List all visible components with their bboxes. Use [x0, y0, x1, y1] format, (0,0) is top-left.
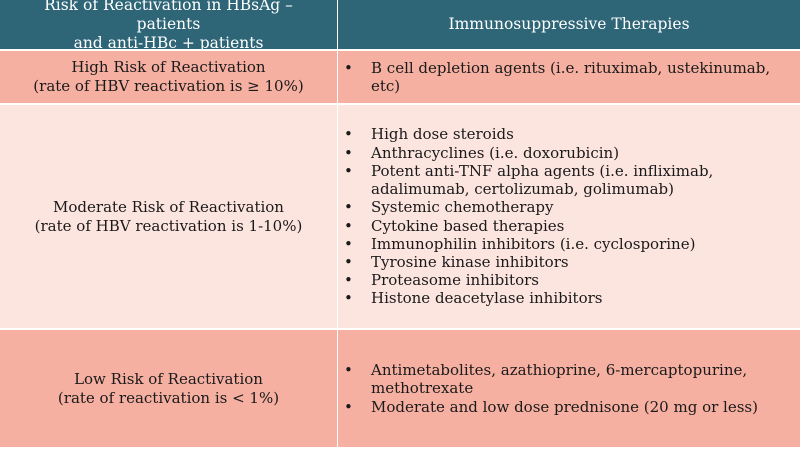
bullet-icon: •	[344, 271, 353, 290]
risk-moderate-title: Moderate Risk of Reactivation	[53, 197, 284, 216]
risk-high-rate: (rate of HBV reactivation is ≥ 10%)	[33, 77, 304, 95]
therapies-low: • Antimetabolites, azathioprine, 6-mercap…	[338, 330, 800, 449]
header-therapies: Immunosuppressive Therapies	[338, 0, 800, 51]
therapy-text: Immunophilin inhibitors (i.e. cyclospori…	[371, 234, 696, 253]
risk-low-title: Low Risk of Reactivation	[74, 369, 263, 388]
header-risk: Risk of Reactivation in HBsAg – patients…	[0, 0, 338, 52]
bullet-icon: •	[344, 289, 353, 308]
therapy-list: • High dose steroids • Anthracyclines (i.e.…	[338, 125, 786, 307]
bullet-icon: •	[344, 58, 353, 77]
risk-low: Low Risk of Reactivation (rate of reacti…	[0, 330, 338, 449]
bullet-icon: •	[344, 161, 353, 180]
header-risk-line1: Risk of Reactivation in HBsAg – patients	[44, 0, 293, 33]
bullet-icon: •	[344, 361, 353, 380]
therapy-item: • Cytokine based therapies	[338, 217, 786, 235]
therapy-item: • Systemic chemotherapy	[338, 198, 786, 216]
header-therapies-label: Immunosuppressive Therapies	[448, 15, 690, 33]
header-risk-line2: and anti-HBc + patients	[73, 34, 264, 52]
bullet-icon: •	[344, 216, 353, 235]
therapies-moderate: • High dose steroids • Anthracyclines (i.e.…	[338, 105, 800, 330]
therapy-item: • Potent anti-TNF alpha agents (i.e. infl…	[338, 162, 786, 198]
risk-low-rate: (rate of reactivation is < 1%)	[57, 388, 280, 407]
risk-high-title: High Risk of Reactivation	[71, 58, 266, 76]
risk-high: High Risk of Reactivation (rate of HBV r…	[0, 51, 338, 105]
bullet-icon: •	[344, 143, 353, 162]
therapy-list: • Antimetabolites, azathioprine, 6-mercap…	[338, 361, 786, 416]
therapy-text: Systemic chemotherapy	[371, 198, 554, 217]
therapy-text: Proteasome inhibitors	[371, 271, 539, 290]
therapy-text: Antimetabolites, azathioprine, 6-mercapt…	[371, 361, 748, 398]
therapy-item: • Immunophilin inhibitors (i.e. cyclospor…	[338, 235, 786, 253]
therapy-text: Tyrosine kinase inhibitors	[371, 252, 569, 271]
therapy-item: • Histone deacetylase inhibitors	[338, 289, 786, 307]
bullet-icon: •	[344, 252, 353, 271]
risk-moderate: Moderate Risk of Reactivation (rate of H…	[0, 105, 338, 330]
therapy-item: • Moderate and low dose prednisone (20 mg…	[338, 398, 786, 416]
risk-moderate-rate: (rate of HBV reactivation is 1-10%)	[34, 216, 303, 235]
therapy-item: • Tyrosine kinase inhibitors	[338, 253, 786, 271]
therapy-text: High dose steroids	[371, 125, 514, 144]
therapy-item: • High dose steroids	[338, 125, 786, 143]
therapy-item: • Anthracyclines (i.e. doxorubicin)	[338, 144, 786, 162]
therapy-text: Moderate and low dose prednisone (20 mg …	[371, 397, 758, 416]
bullet-icon: •	[344, 198, 353, 217]
therapies-high: • B cell depletion agents (i.e. rituximab…	[338, 51, 800, 105]
therapy-text: Cytokine based therapies	[371, 216, 565, 235]
therapy-item: • B cell depletion agents (i.e. rituximab…	[338, 59, 786, 95]
therapy-text: Anthracyclines (i.e. doxorubicin)	[371, 143, 620, 162]
therapy-text: B cell depletion agents (i.e. rituximab,…	[371, 58, 771, 95]
therapy-text: Potent anti-TNF alpha agents (i.e. infli…	[371, 161, 714, 199]
bullet-icon: •	[344, 125, 353, 144]
therapy-item: • Antimetabolites, azathioprine, 6-mercap…	[338, 361, 786, 397]
bullet-icon: •	[344, 234, 353, 253]
therapy-text: Histone deacetylase inhibitors	[371, 289, 603, 308]
therapy-list: • B cell depletion agents (i.e. rituximab…	[338, 59, 786, 95]
bullet-icon: •	[344, 397, 353, 416]
therapy-item: • Proteasome inhibitors	[338, 271, 786, 289]
